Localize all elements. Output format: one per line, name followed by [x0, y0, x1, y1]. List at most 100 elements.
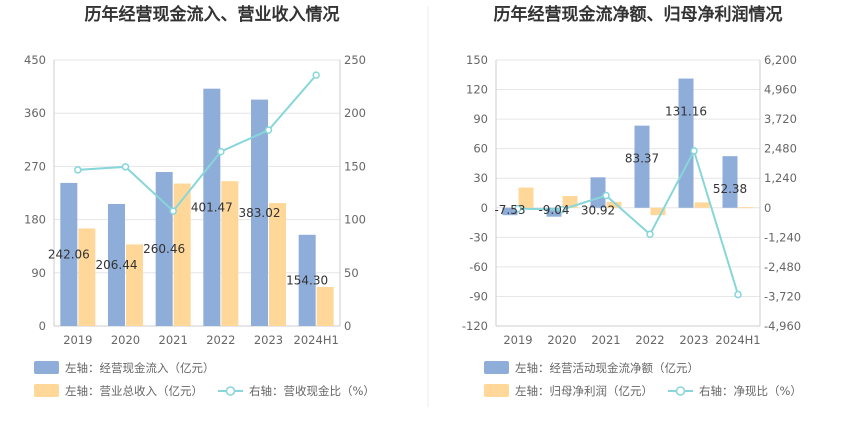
chart2-right-tick: -2,480 — [764, 260, 801, 274]
chart2-legend-swatch[interactable] — [484, 361, 509, 374]
chart2-bar-secondary — [650, 207, 666, 216]
chart2-right-tick: 4,960 — [764, 83, 797, 97]
chart1-bar-secondary — [221, 181, 239, 326]
chart2-left-tick: -30 — [469, 230, 488, 244]
chart2-x-tick: 2023 — [679, 333, 708, 347]
chart1-data-label: 401.47 — [191, 200, 233, 214]
chart1-data-label: 383.02 — [239, 206, 281, 220]
chart1-legend-label: 右轴：营收现金比（%） — [249, 384, 375, 398]
chart1-x-tick: 2021 — [159, 333, 188, 347]
chart2-left-tick: -60 — [469, 260, 488, 274]
chart2-title: 历年经营现金流净额、归母净利润情况 — [494, 4, 783, 25]
chart2-bar-secondary — [694, 202, 710, 208]
chart1-right-tick: 100 — [344, 213, 366, 227]
chart2-x-tick: 2020 — [547, 333, 576, 347]
chart2-ratio-point — [690, 147, 698, 155]
chart2-left-tick: 150 — [466, 53, 488, 67]
chart2-left-tick: 0 — [481, 201, 488, 215]
chart1-right-tick: 150 — [344, 159, 366, 173]
chart2-bar-primary — [634, 125, 650, 208]
chart2-right-tick: -1,240 — [764, 230, 801, 244]
chart1-legend-swatch[interactable] — [34, 361, 59, 374]
chart2-right-tick: 3,720 — [764, 112, 797, 126]
chart1-ratio-line — [77, 74, 317, 213]
chart2-ratio-point — [514, 204, 522, 213]
chart2-legend-marker[interactable] — [675, 386, 686, 396]
chart1-legend-label: 左轴：经营现金流入（亿元） — [65, 361, 215, 375]
chart1-ratio-point — [217, 147, 225, 156]
chart1-title: 历年经营现金流入、营业收入情况 — [85, 4, 340, 25]
chart2-bar-secondary — [738, 207, 754, 209]
chart2-ratio-line — [517, 148, 739, 295]
chart2-data-label: 83.37 — [625, 152, 659, 166]
chart2-x-tick: 2024H1 — [715, 333, 760, 347]
chart1-bar-secondary — [78, 228, 96, 326]
chart1-left-tick: 270 — [24, 159, 46, 173]
chart2-right-tick: -4,960 — [764, 319, 801, 333]
chart1-bar-secondary — [269, 203, 286, 326]
chart2-data-label: 131.16 — [665, 105, 707, 119]
chart1-legend-label: 左轴：营业总收入（亿元） — [65, 384, 203, 398]
chart2-data-label: -9.04 — [538, 203, 569, 217]
chart2-legend-label: 右轴：净现比（%） — [699, 384, 802, 398]
chart2-right-tick: 2,480 — [764, 142, 797, 156]
chart1-right-tick: 50 — [344, 266, 359, 280]
chart1-bar-secondary — [173, 183, 191, 326]
chart2-left-tick: 90 — [473, 112, 488, 126]
chart2-left-tick: -120 — [462, 319, 488, 333]
chart2-x-tick: 2022 — [635, 333, 664, 347]
chart1-ratio-point — [121, 163, 130, 171]
chart1-left-tick: 450 — [24, 53, 46, 67]
chart1-data-label: 154.30 — [286, 273, 328, 287]
chart2-left-tick: 120 — [466, 83, 488, 97]
chart2-bar-secondary — [606, 201, 622, 208]
chart1-bar-primary — [108, 203, 125, 326]
chart2-data-label: 52.38 — [713, 182, 747, 196]
chart1-x-tick: 2019 — [63, 333, 92, 347]
chart1-bar-primary — [155, 172, 173, 326]
chart1-left-tick: 180 — [24, 213, 46, 227]
chart1-ratio-point — [264, 126, 273, 134]
chart2-left-tick: 30 — [473, 171, 488, 185]
chart1-legend-marker[interactable] — [225, 386, 236, 396]
chart1-bar-primary — [298, 234, 316, 326]
chart2-bar-primary — [678, 78, 694, 208]
chart1-x-tick: 2022 — [206, 333, 235, 347]
chart1-bar-primary — [203, 88, 221, 327]
chart2-bar-secondary — [518, 187, 534, 208]
chart2-bar-secondary — [562, 195, 578, 208]
chart1-bar-secondary — [126, 244, 143, 326]
chart2-data-label: -7.53 — [494, 203, 525, 217]
chart2-legend-swatch[interactable] — [484, 384, 509, 397]
chart1-data-label: 242.06 — [48, 247, 90, 261]
chart1-left-tick: 0 — [39, 319, 46, 333]
chart2-bar-primary — [502, 207, 518, 216]
chart2-ratio-point — [646, 230, 654, 239]
chart2-ratio-point — [734, 290, 742, 299]
chart2-ratio-point — [558, 205, 566, 214]
chart1-right-tick: 200 — [344, 106, 366, 120]
chart2-bar-primary — [546, 207, 562, 217]
chart1-right-tick: 250 — [344, 53, 366, 67]
chart2-right-tick: 1,240 — [764, 171, 797, 185]
chart1-ratio-point — [169, 207, 177, 215]
chart2-right-tick: 6,200 — [764, 53, 797, 67]
chart2-left-tick: -90 — [469, 289, 488, 303]
chart1-data-label: 206.44 — [96, 258, 138, 272]
chart1-legend-swatch[interactable] — [34, 384, 59, 397]
chart1-ratio-point — [312, 71, 320, 79]
chart2-x-tick: 2019 — [503, 333, 532, 347]
chart2-legend-label: 左轴：归母净利润（亿元） — [515, 384, 653, 398]
chart1-left-tick: 90 — [31, 266, 46, 280]
chart2-legend-label: 左轴：经营活动现金流净额（亿元） — [515, 361, 699, 375]
chart1-data-label: 260.46 — [143, 242, 185, 256]
chart1-x-tick: 2020 — [111, 333, 140, 347]
chart1-bar-primary — [251, 99, 268, 326]
chart2-left-tick: 60 — [473, 142, 488, 156]
chart2-right-tick: 0 — [764, 201, 771, 215]
chart1-bar-secondary — [316, 286, 334, 326]
chart2-x-tick: 2021 — [591, 333, 620, 347]
chart1-bar-primary — [60, 182, 78, 326]
